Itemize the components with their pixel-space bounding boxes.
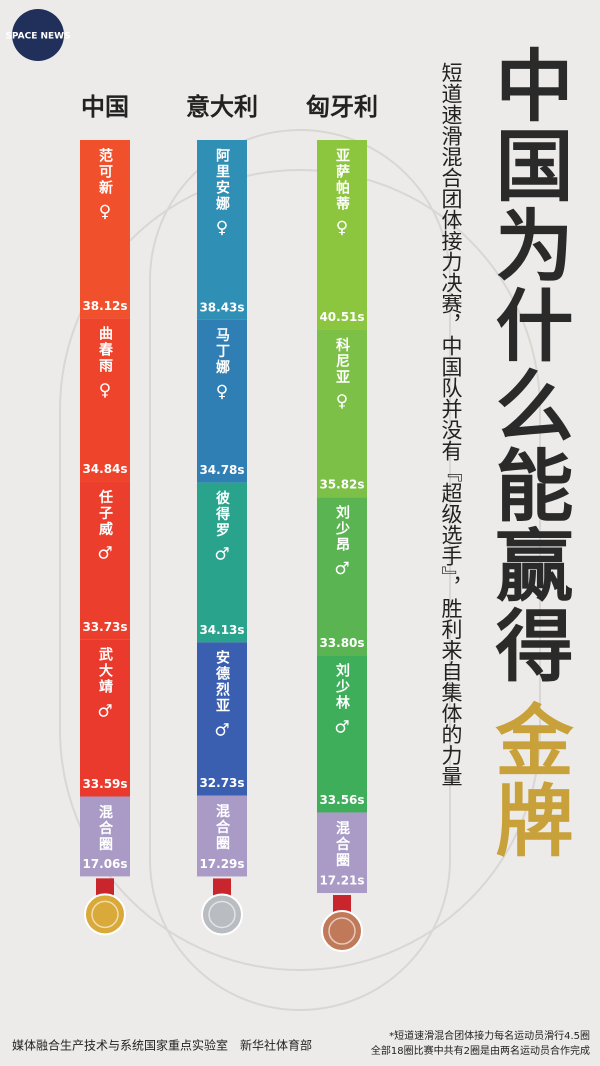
gender: ♀ <box>336 392 348 412</box>
bar-segment <box>197 140 247 320</box>
bar-segment <box>80 318 130 482</box>
gender: ♀ <box>336 218 348 238</box>
athlete-name: 刘少林 <box>334 663 351 712</box>
gender: ♂ <box>214 720 229 740</box>
athlete-name: 范可新 <box>97 147 113 196</box>
track <box>59 129 541 1011</box>
athlete-name: 任子威 <box>97 489 114 538</box>
bar-segment <box>317 655 367 813</box>
subtitle: 短道速滑混合团体接力决赛，中国队并没有『超级选手』，胜利来自集体的力量 <box>439 62 463 787</box>
gender: ♂ <box>334 717 349 737</box>
athlete-name: 阿里安娜 <box>214 148 230 212</box>
title-accent: 金牌 <box>483 700 575 860</box>
athlete-name: 刘少昂 <box>334 505 351 554</box>
athlete-name: 彼得罗 <box>214 490 231 539</box>
athlete-name: 混合圈 <box>97 805 113 853</box>
note: 全部18圈比赛中共有2圈是由两名运动员合作完成 <box>371 1044 590 1057</box>
time-label: 34.78s <box>199 463 244 477</box>
bar-segment <box>197 642 247 796</box>
medal <box>321 910 363 953</box>
gender: ♀ <box>216 218 228 238</box>
bar-segment <box>197 482 247 643</box>
athlete-name: 曲春雨 <box>97 326 114 375</box>
gender: ♂ <box>97 701 112 721</box>
athlete-name: 混合圈 <box>334 820 350 868</box>
time-label: 35.82s <box>319 478 364 492</box>
bar-segment <box>80 140 130 319</box>
medal-ribbon <box>333 895 351 914</box>
footer: 媒体融合生产技术与系统国家重点实验室 新华社体育部 <box>12 1038 312 1053</box>
athlete-name: 安德烈亚 <box>214 650 230 715</box>
logo: SPACE NEWS <box>5 32 70 42</box>
bar-segment <box>197 319 247 483</box>
time-label: 38.12s <box>82 299 127 313</box>
medal-inner <box>328 917 356 945</box>
medal-inner <box>91 900 119 929</box>
bar-segment <box>80 796 130 877</box>
bar-segment <box>197 795 247 877</box>
athlete-name: 科尼亚 <box>334 337 350 386</box>
team-name: 匈牙利 <box>306 93 378 121</box>
gender: ♀ <box>99 380 111 400</box>
gender: ♀ <box>216 382 228 402</box>
time-label: 33.80s <box>319 636 364 650</box>
medal-ribbon <box>213 878 231 897</box>
time-label: 33.59s <box>82 777 127 791</box>
athlete-name: 亚萨帕蒂 <box>334 148 350 212</box>
bar-segment <box>317 140 367 330</box>
time-label: 40.51s <box>319 310 364 324</box>
team-name: 中国 <box>81 93 129 121</box>
time-label: 33.56s <box>319 793 364 807</box>
gender: ♂ <box>334 559 349 579</box>
medal-inner <box>208 900 236 929</box>
medal <box>201 893 243 936</box>
note: *短道速滑混合团体接力每名运动员滑行4.5圈 <box>389 1029 590 1042</box>
athlete-name: 马丁娜 <box>214 328 230 376</box>
bar-segment <box>317 812 367 894</box>
bar-segment <box>80 639 130 797</box>
time-label: 33.73s <box>82 620 127 634</box>
title: 中国为什么能赢得 <box>483 45 574 685</box>
medal-ribbon <box>96 878 114 897</box>
bar-segment <box>317 497 367 656</box>
time-label: 17.06s <box>82 857 127 871</box>
medal <box>84 893 126 936</box>
time-label: 32.73s <box>199 776 244 790</box>
logo-badge <box>12 9 64 61</box>
bar-segment <box>80 481 130 640</box>
athlete-name: 武大靖 <box>97 647 113 696</box>
gender: ♂ <box>97 543 112 563</box>
gender: ♀ <box>99 202 111 222</box>
bar-segment <box>317 329 367 498</box>
time-label: 34.13s <box>199 623 244 637</box>
time-label: 17.21s <box>319 874 364 888</box>
time-label: 38.43s <box>199 300 244 314</box>
time-label: 34.84s <box>82 462 127 476</box>
time-label: 17.29s <box>199 857 244 871</box>
athlete-name: 混合圈 <box>214 804 230 852</box>
team-name: 意大利 <box>186 93 258 121</box>
gender: ♂ <box>214 545 229 565</box>
